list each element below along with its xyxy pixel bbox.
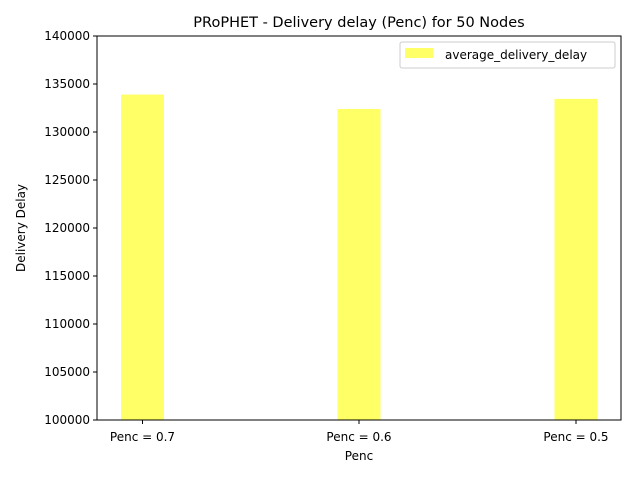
y-tick-label: 110000 (44, 317, 90, 331)
legend-frame (399, 41, 616, 69)
x-axis-label: Penc (345, 449, 373, 463)
legend-swatch (405, 48, 433, 58)
y-tick-label: 140000 (44, 29, 90, 43)
plot-area: 100000 105000 110000 115000 120000 125000 1300… (44, 29, 622, 444)
bar (121, 94, 164, 420)
y-tick-label: 120000 (44, 221, 90, 235)
x-tick-label: Penc = 0.7 (110, 430, 175, 444)
chart-title: PRoPHET - Delivery delay (Penc) for 50 N… (193, 15, 524, 31)
y-axis-label: Delivery Delay (14, 184, 28, 272)
legend-label: average_delivery_delay (445, 48, 587, 62)
y-tick-label: 130000 (44, 125, 90, 139)
x-tick-label: Penc = 0.6 (326, 430, 391, 444)
bar (554, 98, 598, 420)
bar (337, 108, 381, 421)
legend: average_delivery_delay (399, 41, 616, 69)
y-tick-label: 115000 (44, 269, 90, 283)
y-tick-label: 105000 (44, 365, 90, 379)
y-tick-label: 100000 (44, 413, 90, 427)
x-tick-label: Penc = 0.5 (543, 430, 608, 444)
y-tick-label: 135000 (44, 77, 90, 91)
y-tick-label: 125000 (44, 173, 90, 187)
